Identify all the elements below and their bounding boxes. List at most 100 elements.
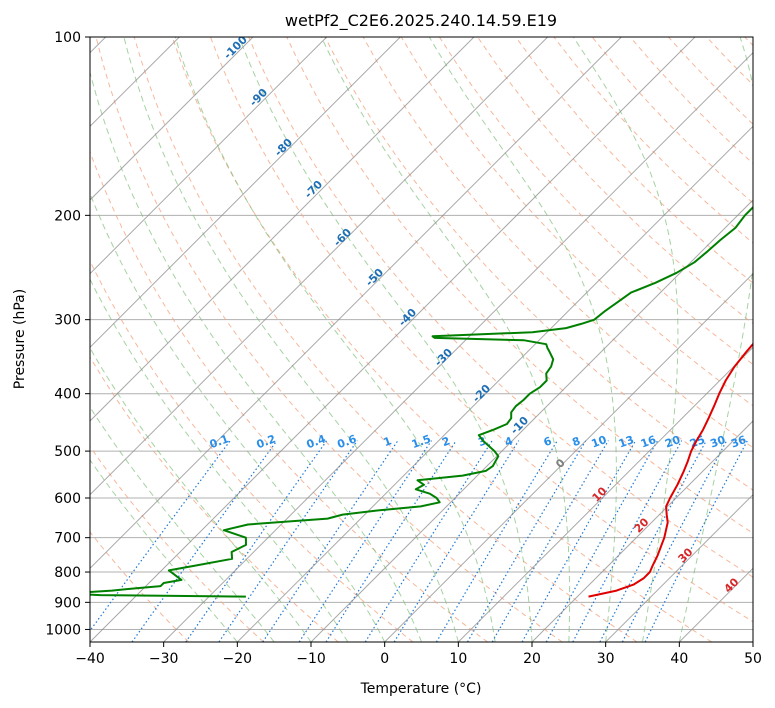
- x-tick-label: 30: [597, 651, 615, 667]
- moist-adiabat-line: [90, 70, 422, 642]
- mixing-ratio-label: 6: [542, 434, 554, 449]
- moist-adiabat-line: [123, 37, 459, 642]
- dry-adiabat-line: [90, 356, 339, 642]
- y-axis-ticks: 100 200 300 400 500 600 700 800 900 1000: [45, 30, 90, 638]
- mixing-ratio-label: 3: [476, 434, 488, 449]
- mixing-ratio-line: [435, 440, 558, 642]
- isotherm-line: [531, 420, 753, 642]
- mixing-ratio-label: 0.6: [336, 432, 359, 451]
- mixing-ratio-label: 2: [440, 434, 452, 449]
- mixing-ratio-label: 0.2: [255, 432, 278, 451]
- y-tick-label: 700: [54, 531, 81, 547]
- isotherm-line: [310, 199, 753, 642]
- mixing-ratio-label: 20: [663, 433, 682, 451]
- mixing-ratio-label: 0.1: [208, 432, 231, 451]
- mixing-ratio-line: [545, 440, 659, 642]
- y-tick-label: 400: [54, 387, 81, 403]
- isotherm-line: [236, 125, 753, 642]
- y-tick-label: 800: [54, 565, 81, 581]
- moist-adiabat-line: [90, 406, 275, 642]
- isotherm-line: [90, 37, 401, 349]
- dry-adiabat-line: [133, 37, 638, 642]
- dry-adiabat-line: [248, 37, 753, 578]
- dry-adiabat-line: [90, 531, 190, 642]
- dry-adiabat-line: [171, 37, 712, 642]
- x-axis-ticks: −40 −30 −20 −10 0 10 20 30 40 50: [75, 642, 762, 667]
- mixing-ratio-label: 30: [708, 433, 727, 451]
- x-tick-label: 20: [523, 651, 541, 667]
- mixing-ratio-line: [325, 440, 457, 642]
- x-tick-label: −10: [296, 651, 326, 667]
- dry-adiabat-line: [210, 37, 753, 623]
- dry-adiabat-line: [438, 37, 753, 366]
- x-tick-label: −20: [223, 651, 253, 667]
- chart-title: wetPf2_C2E6.2025.240.14.59.E19: [285, 11, 557, 31]
- y-tick-label: 300: [54, 313, 81, 329]
- dewpoint-line: [90, 205, 753, 598]
- moist-adiabat-line: [90, 459, 238, 642]
- mixing-ratio-line: [90, 440, 231, 632]
- sounding-series: [90, 205, 753, 598]
- mixing-ratio-line: [644, 440, 748, 642]
- isotherm-line: [90, 37, 475, 422]
- x-tick-label: 50: [744, 651, 762, 667]
- isotherm-line: [384, 272, 753, 642]
- mixing-ratio-label: 1.5: [410, 432, 433, 451]
- moist-adiabat-line: [90, 192, 386, 642]
- moist-adiabat-line: [572, 37, 679, 642]
- moist-adiabat-line: [238, 37, 533, 642]
- moist-adiabat-line: [320, 37, 571, 642]
- isotherm-line: [90, 37, 328, 275]
- mixing-ratio-label: 1: [382, 434, 394, 449]
- isotherm-line: [90, 37, 549, 496]
- dry-adiabat-line: [95, 37, 563, 642]
- temperature-line: [588, 342, 753, 598]
- mixing-ratio-line: [491, 440, 609, 642]
- y-tick-label: 1000: [45, 622, 81, 638]
- dry-adiabat-line: [90, 445, 264, 642]
- mixing-ratio-label: 36: [729, 433, 748, 451]
- moist-adiabat-line: [90, 278, 349, 642]
- mixing-ratio-line: [262, 440, 399, 642]
- moist-adiabat-line: [678, 37, 753, 642]
- x-tick-label: 0: [380, 651, 389, 667]
- mixing-ratio-label: 0.4: [305, 432, 328, 451]
- mixing-ratio-label: 8: [570, 434, 582, 449]
- mixing-ratio-line: [364, 440, 493, 642]
- x-tick-label: 40: [670, 651, 688, 667]
- mixing-ratio-label: 10: [590, 433, 609, 451]
- y-tick-label: 100: [54, 30, 81, 46]
- mixing-ratio-label: 16: [639, 433, 658, 451]
- mixing-ratio-label: 13: [617, 433, 636, 450]
- mixing-ratio-label: 4: [503, 434, 515, 449]
- mixing-ratio-line: [131, 440, 278, 642]
- mixing-ratio-line: [521, 440, 637, 642]
- isotherm-grid: [90, 37, 753, 642]
- plot-frame: [89, 36, 754, 643]
- mixing-ratio-line: [185, 440, 328, 642]
- dry-adiabat-line: [515, 37, 753, 284]
- plot-area: [90, 37, 753, 642]
- dry-adiabat-line: [90, 150, 488, 642]
- moist-adiabat-line: [428, 37, 617, 642]
- y-tick-label: 600: [54, 491, 81, 507]
- isotherm-line: [605, 493, 753, 642]
- mixing-ratio-line: [466, 440, 587, 642]
- isotherm-line: [90, 37, 622, 570]
- x-tick-label: −30: [149, 651, 179, 667]
- y-tick-label: 500: [54, 444, 81, 460]
- x-axis-label: Temperature (°C): [360, 681, 482, 697]
- mixing-ratio-line: [298, 440, 432, 642]
- y-tick-label: 900: [54, 595, 81, 611]
- isotherm-line: [457, 346, 753, 642]
- y-tick-label: 200: [54, 208, 81, 224]
- moist-adiabat-line: [174, 37, 496, 642]
- x-tick-label: −40: [75, 651, 105, 667]
- mixing-ratio-line: [572, 440, 683, 642]
- x-tick-label: 10: [449, 651, 467, 667]
- isotherm-line: [90, 37, 696, 642]
- y-axis-label: Pressure (hPa): [12, 289, 28, 389]
- dry-adiabat-line: [400, 37, 753, 407]
- isotherm-line: [90, 37, 254, 201]
